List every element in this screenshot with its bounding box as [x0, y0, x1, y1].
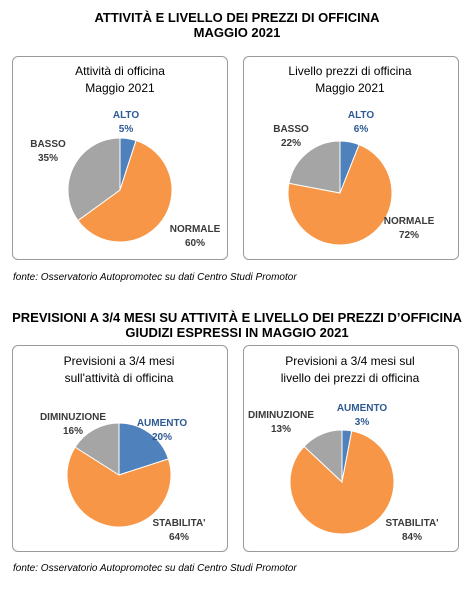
section1-title: ATTIVITÀ E LIVELLO DEI PREZZI DI OFFICIN…: [0, 10, 474, 40]
pie-percent-label: 64%: [169, 532, 189, 543]
pie-category-label: AUMENTO: [337, 403, 388, 414]
pie-chart-title: sull'attività di officina: [65, 371, 174, 385]
section2-title: PREVISIONI A 3/4 MESI SU ATTIVITÀ E LIVE…: [0, 310, 474, 340]
pie-chart-1: Attività di officina Maggio 2021 ALTO 5% NOR…: [30, 64, 220, 249]
pie-percent-label: 35%: [38, 153, 58, 164]
section2-title-line1: PREVISIONI A 3/4 MESI SU ATTIVITÀ E LIVE…: [12, 310, 462, 325]
pie-slice-diminuzione: [303, 429, 343, 484]
pie-slice-aumento: [118, 422, 170, 476]
pie-slice-normale: [287, 144, 393, 246]
pie-percent-label: 6%: [354, 124, 369, 135]
pie-chart-title: Maggio 2021: [315, 81, 385, 95]
pie-chart-title: Maggio 2021: [85, 81, 155, 95]
section1-source: fonte: Osservatorio Autopromotec su dati…: [13, 272, 297, 283]
pie-slice-basso: [67, 137, 121, 222]
pie-chart-title: Attività di officina: [75, 64, 165, 78]
pie-slice-normale: [77, 139, 173, 243]
section2-title-line2: GIUDIZI ESPRESSI IN MAGGIO 2021: [125, 325, 349, 340]
pie-percent-label: 84%: [402, 532, 422, 543]
pie-category-label: ALTO: [113, 110, 140, 121]
pie-slice-basso: [288, 140, 341, 194]
section1-title-line1: ATTIVITÀ E LIVELLO DEI PREZZI DI OFFICIN…: [94, 10, 380, 25]
pie-chart-title: Previsioni a 3/4 mesi: [64, 354, 175, 368]
pie-chart-title: livello dei prezzi di officina: [281, 371, 420, 385]
pie-category-label: ALTO: [348, 110, 375, 121]
section1-title-line2: MAGGIO 2021: [193, 25, 281, 40]
pie-chart-4: Previsioni a 3/4 mesi sul livello dei pre…: [248, 354, 439, 543]
pie-percent-label: 60%: [185, 238, 205, 249]
pie-percent-label: 3%: [355, 417, 370, 428]
pie-slice-diminuzione: [74, 422, 120, 476]
pie-slice-stabilita: [66, 446, 172, 528]
pie-category-label: BASSO: [30, 139, 66, 150]
pie-chart-title: Previsioni a 3/4 mesi sul: [285, 354, 414, 368]
pie-category-label: DIMINUZIONE: [40, 412, 106, 423]
pie-percent-label: 13%: [271, 424, 291, 435]
pie-category-label: BASSO: [273, 124, 309, 135]
pie-percent-label: 16%: [63, 426, 83, 437]
pie-percent-label: 5%: [119, 124, 134, 135]
pie-percent-label: 72%: [399, 230, 419, 241]
pie-category-label: DIMINUZIONE: [248, 410, 314, 421]
pie-percent-label: 22%: [281, 138, 301, 149]
pie-category-label: STABILITA': [152, 518, 205, 529]
pie-category-label: NORMALE: [384, 216, 435, 227]
pie-chart-title: Livello prezzi di officina: [288, 64, 412, 78]
section2-source: fonte: Osservatorio Autopromotec su dati…: [13, 563, 297, 574]
pie-chart-3: Previsioni a 3/4 mesi sull'attività di of…: [40, 354, 206, 543]
pie-category-label: STABILITA': [385, 518, 438, 529]
pie-percent-label: 20%: [152, 432, 172, 443]
pie-category-label: NORMALE: [170, 224, 221, 235]
pie-category-label: AUMENTO: [137, 418, 188, 429]
pie-chart-2: Livello prezzi di officina Maggio 2021 ALT…: [273, 64, 435, 246]
